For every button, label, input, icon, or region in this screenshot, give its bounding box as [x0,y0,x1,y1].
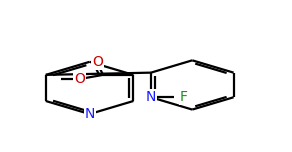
Text: F: F [179,90,187,104]
Text: N: N [146,90,156,104]
Text: O: O [92,55,103,69]
Text: N: N [84,107,95,121]
Text: O: O [74,72,85,86]
